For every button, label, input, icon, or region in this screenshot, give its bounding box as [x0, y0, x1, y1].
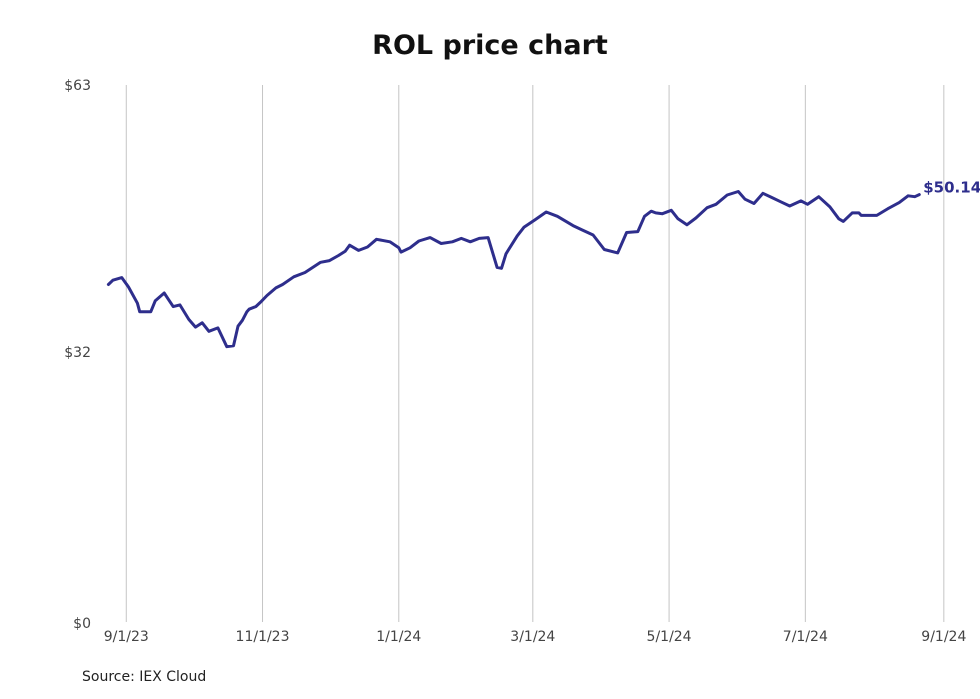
y-tick-label: $63: [64, 78, 91, 94]
y-tick-label: $32: [64, 345, 91, 361]
x-tick-label: 11/1/23: [236, 629, 290, 645]
x-tick-label: 9/1/24: [921, 629, 966, 645]
price-line: [106, 190, 921, 349]
gridlines: [125, 85, 945, 622]
x-axis-ticks: 9/1/23 11/1/23 1/1/24 3/1/24 5/1/24 7/1/24 9/1…: [104, 629, 967, 645]
x-tick-label: 1/1/24: [376, 629, 421, 645]
x-tick-label: 3/1/24: [510, 629, 555, 645]
y-tick-label: $0: [73, 616, 91, 632]
last-value-label: $50.14: [923, 179, 980, 197]
y-axis-ticks: $0 $32 $63: [64, 78, 91, 632]
chart-title: ROL price chart: [372, 30, 608, 61]
x-tick-label: 7/1/24: [783, 629, 828, 645]
source-note: Source: IEX Cloud: [82, 669, 207, 685]
x-tick-label: 5/1/24: [647, 629, 692, 645]
x-tick-label: 9/1/23: [104, 629, 149, 645]
